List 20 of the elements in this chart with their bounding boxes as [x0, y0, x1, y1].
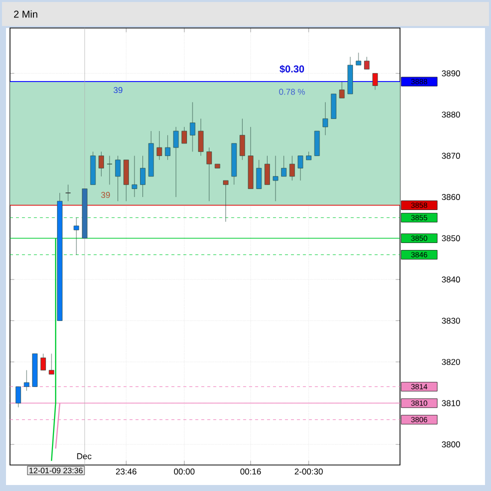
x-tick-label: 00:00	[174, 468, 195, 475]
annotation: 39	[101, 192, 110, 198]
chart-title: 2 Min	[14, 10, 38, 18]
y-tick-label: 3820	[442, 358, 460, 365]
x-tick-label: 2-00:30	[294, 468, 323, 475]
y-tick-label: 3890	[442, 70, 460, 76]
y-tick-label: 3850	[442, 235, 460, 242]
annotation: 39	[114, 87, 122, 94]
x-tick-label: 00:16	[240, 468, 261, 475]
annotation: 0.78 %	[279, 88, 305, 95]
y-tick-label: 3860	[442, 194, 460, 200]
annotation: Dec	[77, 453, 92, 460]
y-tick-label: 3870	[442, 152, 460, 159]
x-tick-label: 23:46	[116, 468, 136, 475]
y-tick-label: 3880	[442, 112, 460, 118]
y-tick-label: 3800	[442, 441, 460, 448]
annotation: $0.30	[280, 64, 304, 74]
y-tick-label: 3840	[442, 276, 460, 282]
y-tick-label: 3830	[442, 318, 460, 324]
y-tick-label: 3810	[442, 400, 460, 406]
